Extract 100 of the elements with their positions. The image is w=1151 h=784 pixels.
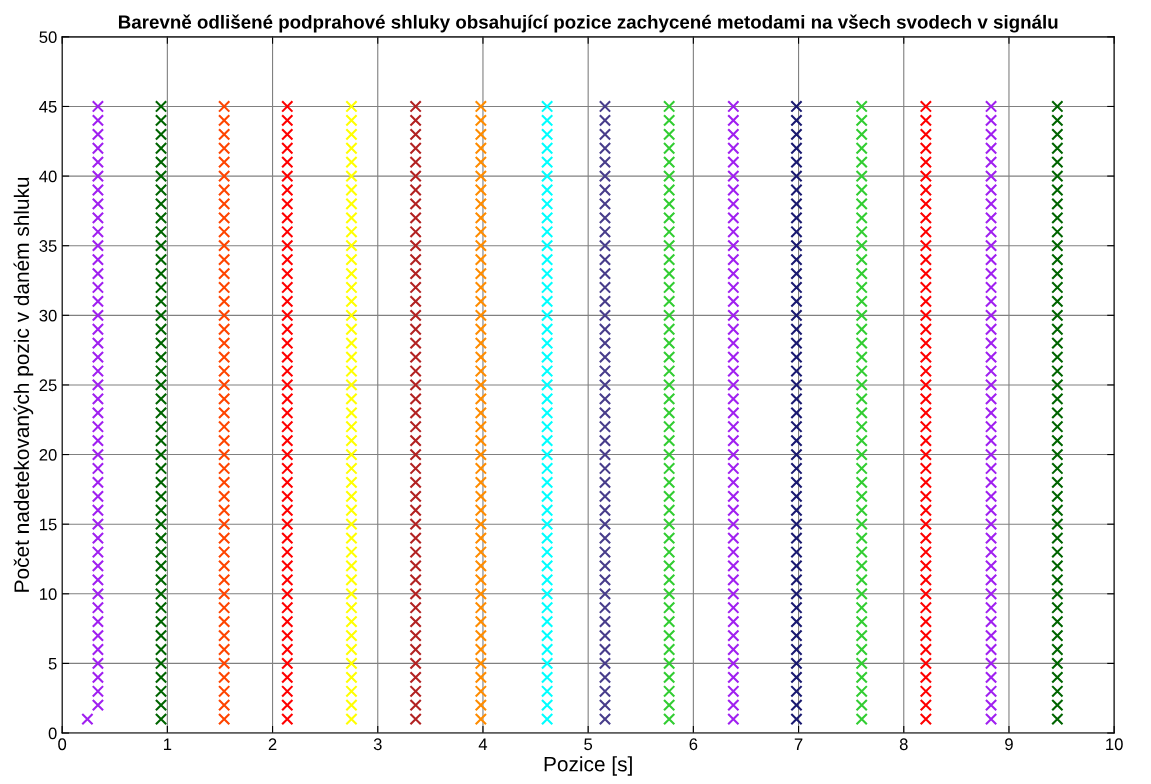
point: [919, 517, 933, 531]
point: [790, 517, 803, 531]
point: [855, 657, 868, 670]
point: [984, 350, 998, 364]
point: [598, 169, 612, 183]
point: [855, 685, 868, 698]
point: [790, 281, 803, 294]
point: [984, 114, 998, 127]
point: [790, 448, 803, 461]
point: [474, 364, 488, 378]
point: [790, 336, 803, 350]
point: [345, 267, 358, 280]
point: [91, 225, 105, 238]
point: [727, 364, 740, 378]
point: [919, 462, 933, 475]
point: [217, 490, 231, 503]
point: [1051, 114, 1064, 127]
point: [662, 309, 676, 322]
point: [662, 531, 676, 545]
point: [662, 490, 676, 503]
point: [217, 712, 231, 726]
point: [1051, 406, 1064, 419]
point: [727, 309, 740, 322]
point: [474, 657, 488, 670]
point: [217, 476, 231, 489]
point: [474, 448, 488, 461]
point: [345, 114, 358, 127]
point: [217, 448, 231, 461]
point: [984, 100, 998, 113]
point: [1051, 643, 1064, 656]
point: [1051, 225, 1064, 238]
point: [984, 267, 998, 280]
point: [727, 406, 740, 419]
point: [1051, 615, 1064, 628]
point: [281, 504, 294, 517]
point: [345, 643, 358, 656]
point: [281, 142, 294, 155]
point: [91, 114, 105, 127]
point: [281, 420, 294, 433]
point: [919, 197, 933, 211]
point: [281, 392, 294, 406]
point: [919, 350, 933, 364]
point: [217, 420, 231, 433]
point: [281, 267, 294, 280]
point: [855, 155, 868, 169]
point: [598, 350, 612, 364]
point: [662, 504, 676, 517]
point: [217, 350, 231, 364]
point: [598, 462, 612, 475]
y-tick-label: 30: [39, 309, 57, 322]
point: [662, 364, 676, 378]
point: [474, 643, 488, 656]
point: [984, 490, 998, 503]
point: [919, 587, 933, 600]
point: [540, 462, 554, 475]
point: [217, 155, 231, 169]
point: [919, 545, 933, 559]
point: [91, 267, 105, 280]
point: [1051, 128, 1064, 141]
point: [598, 364, 612, 378]
point: [217, 323, 231, 336]
point: [919, 420, 933, 433]
point: [540, 406, 554, 419]
point: [540, 476, 554, 489]
x-tick-label: 7: [794, 738, 803, 750]
point: [662, 281, 676, 294]
point: [154, 601, 168, 614]
point: [598, 712, 612, 726]
point: [345, 504, 358, 517]
point: [154, 657, 168, 670]
point: [727, 295, 740, 308]
point: [345, 197, 358, 211]
point: [662, 267, 676, 280]
point: [217, 114, 231, 127]
point: [91, 643, 105, 656]
point: [727, 490, 740, 503]
point: [217, 225, 231, 238]
point: [345, 629, 358, 642]
point: [790, 142, 803, 155]
point: [727, 392, 740, 406]
point: [345, 615, 358, 628]
point: [1051, 378, 1064, 392]
point: [217, 392, 231, 406]
point: [598, 114, 612, 127]
point: [855, 100, 868, 113]
point: [91, 183, 105, 197]
point: [281, 629, 294, 642]
point: [984, 253, 998, 266]
point: [281, 573, 294, 587]
point: [345, 671, 358, 684]
point: [154, 197, 168, 211]
point: [598, 587, 612, 600]
point: [790, 114, 803, 127]
point: [598, 476, 612, 489]
point: [540, 573, 554, 587]
point: [919, 392, 933, 406]
point: [1051, 155, 1064, 169]
point: [345, 545, 358, 559]
point: [727, 114, 740, 127]
point: [919, 253, 933, 266]
